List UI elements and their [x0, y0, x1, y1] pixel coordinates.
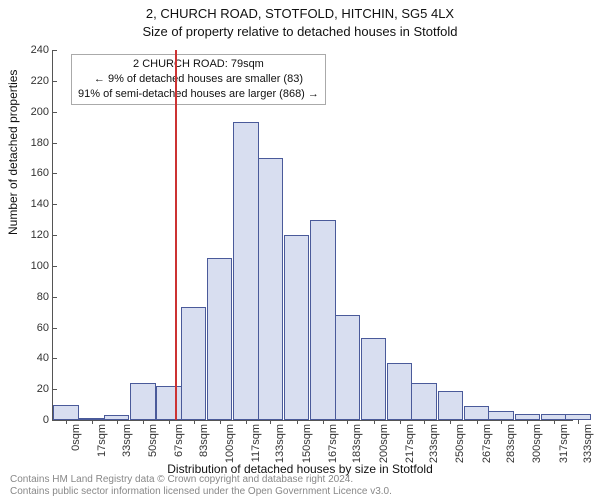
histogram-bar — [335, 315, 361, 420]
chart-title-address: 2, CHURCH ROAD, STOTFOLD, HITCHIN, SG5 4… — [0, 6, 600, 21]
histogram-bar — [310, 220, 336, 420]
histogram-bar — [181, 307, 207, 420]
histogram-bar — [207, 258, 233, 420]
histogram-bar — [233, 122, 259, 420]
x-tick-mark — [143, 420, 144, 424]
y-tick: 220 — [31, 75, 53, 87]
histogram-bar — [284, 235, 310, 420]
histogram-bar — [464, 406, 490, 420]
x-tick-mark — [246, 420, 247, 424]
x-tick: 17sqm — [96, 424, 108, 457]
x-tick: 150sqm — [301, 424, 313, 463]
y-axis-label: Number of detached properties — [6, 70, 20, 235]
x-tick: 317sqm — [558, 424, 570, 463]
histogram-bar — [361, 338, 387, 420]
y-tick: 240 — [31, 44, 53, 56]
x-tick-mark — [501, 420, 502, 424]
x-tick: 0sqm — [70, 424, 82, 451]
annotation-box: 2 CHURCH ROAD: 79sqm ← 9% of detached ho… — [71, 54, 326, 105]
x-tick: 83sqm — [198, 424, 210, 457]
x-tick: 183sqm — [351, 424, 363, 463]
y-tick: 40 — [37, 352, 53, 364]
x-tick-mark — [270, 420, 271, 424]
x-tick-mark — [400, 420, 401, 424]
footer-line2: Contains public sector information licen… — [10, 486, 392, 498]
histogram-plot-area: 2 CHURCH ROAD: 79sqm ← 9% of detached ho… — [52, 50, 573, 421]
x-tick-mark — [169, 420, 170, 424]
x-tick-mark — [323, 420, 324, 424]
histogram-bar — [438, 391, 464, 420]
x-tick: 200sqm — [378, 424, 390, 463]
annotation-line1: 2 CHURCH ROAD: 79sqm — [78, 57, 319, 72]
y-tick: 100 — [31, 260, 53, 272]
histogram-bar — [387, 363, 413, 420]
annotation-line2: ← 9% of detached houses are smaller (83) — [78, 72, 319, 87]
footer-line1: Contains HM Land Registry data © Crown c… — [10, 474, 392, 486]
x-tick: 217sqm — [404, 424, 416, 463]
x-tick-mark — [194, 420, 195, 424]
x-tick-mark — [554, 420, 555, 424]
x-tick: 333sqm — [582, 424, 594, 463]
x-tick-mark — [527, 420, 528, 424]
y-tick: 180 — [31, 137, 53, 149]
chart-title-subtitle: Size of property relative to detached ho… — [0, 24, 600, 39]
x-tick-mark — [374, 420, 375, 424]
x-tick: 133sqm — [274, 424, 286, 463]
histogram-bar — [130, 383, 156, 420]
x-tick-mark — [220, 420, 221, 424]
x-tick: 67sqm — [173, 424, 185, 457]
x-tick: 33sqm — [121, 424, 133, 457]
histogram-bar — [53, 405, 79, 420]
histogram-bar — [258, 158, 284, 420]
y-tick: 120 — [31, 229, 53, 241]
x-tick: 283sqm — [505, 424, 517, 463]
y-tick: 20 — [37, 383, 53, 395]
y-tick: 0 — [43, 414, 53, 426]
histogram-bar — [488, 411, 514, 420]
x-tick: 50sqm — [147, 424, 159, 457]
x-tick: 267sqm — [481, 424, 493, 463]
x-tick-mark — [117, 420, 118, 424]
footer-attribution: Contains HM Land Registry data © Crown c… — [10, 474, 392, 498]
x-tick-mark — [424, 420, 425, 424]
x-tick-mark — [477, 420, 478, 424]
x-tick: 117sqm — [250, 424, 262, 462]
y-tick: 160 — [31, 167, 53, 179]
annotation-line3: 91% of semi-detached houses are larger (… — [78, 87, 319, 102]
reference-line — [175, 50, 177, 420]
x-tick-mark — [578, 420, 579, 424]
x-tick-mark — [347, 420, 348, 424]
y-tick: 60 — [37, 322, 53, 334]
x-tick: 233sqm — [428, 424, 440, 463]
x-tick: 300sqm — [531, 424, 543, 463]
x-tick-mark — [297, 420, 298, 424]
x-tick: 250sqm — [454, 424, 466, 463]
x-tick-mark — [450, 420, 451, 424]
x-tick-mark — [66, 420, 67, 424]
y-tick: 200 — [31, 106, 53, 118]
x-tick: 167sqm — [327, 424, 339, 463]
histogram-bar — [156, 386, 182, 420]
y-tick: 80 — [37, 291, 53, 303]
y-tick: 140 — [31, 198, 53, 210]
histogram-bar — [411, 383, 437, 420]
x-tick-mark — [92, 420, 93, 424]
x-tick: 100sqm — [224, 424, 236, 463]
